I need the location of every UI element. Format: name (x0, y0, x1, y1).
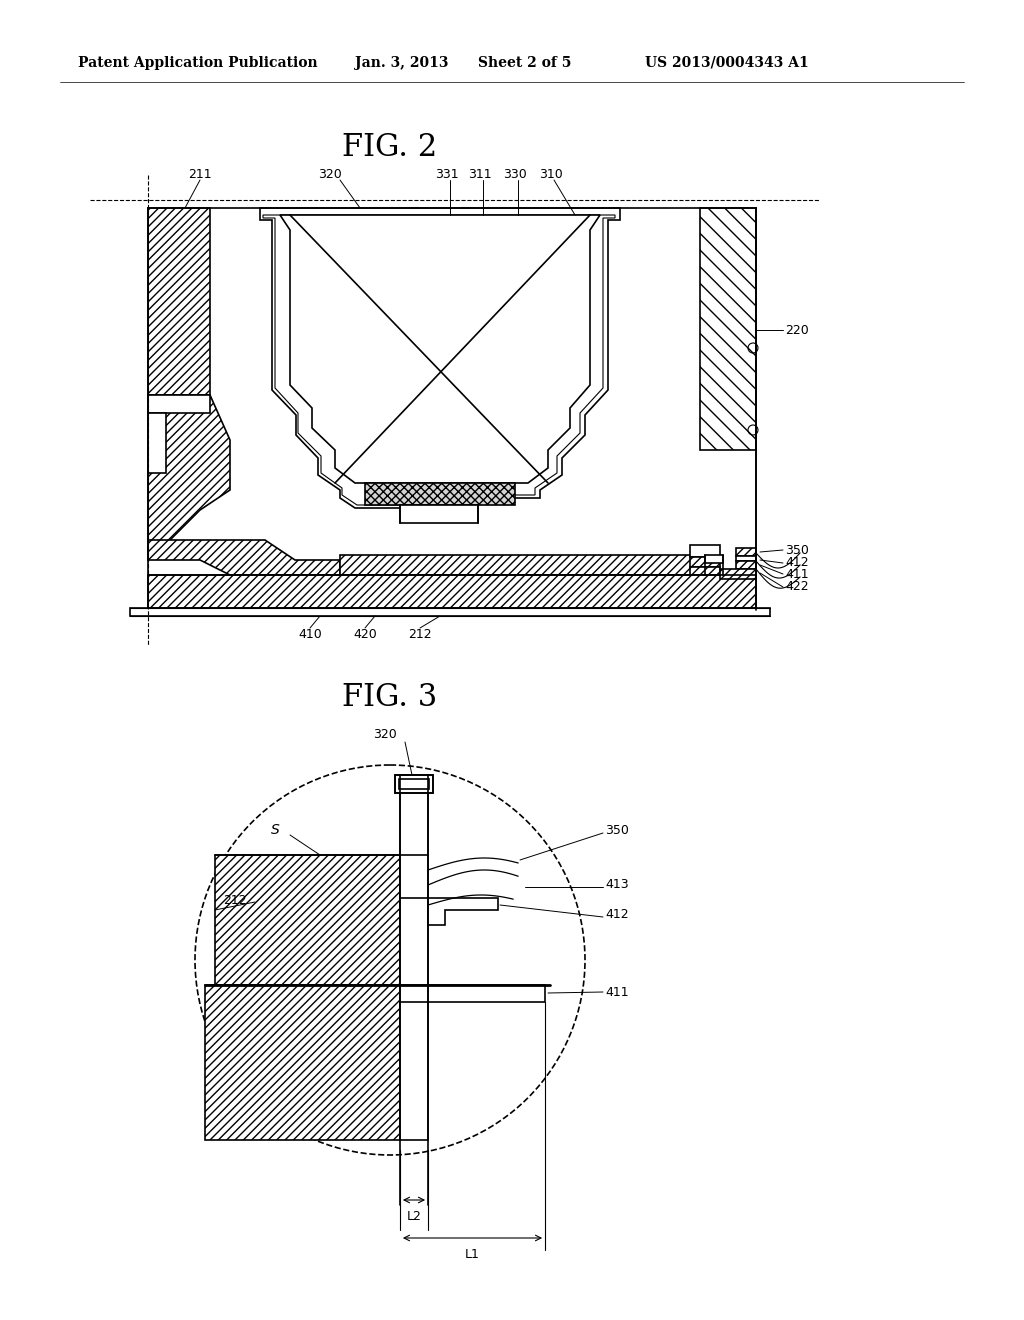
Text: 320: 320 (373, 729, 397, 742)
Text: 211: 211 (188, 168, 212, 181)
Text: US 2013/0004343 A1: US 2013/0004343 A1 (645, 55, 809, 70)
Bar (736, 548, 756, 556)
Text: S: S (270, 822, 280, 837)
Bar (705, 554, 723, 564)
Text: L1: L1 (465, 1247, 479, 1261)
Bar (130, 609, 770, 616)
Bar (399, 779, 429, 789)
Text: 412: 412 (605, 908, 629, 921)
Text: FIG. 3: FIG. 3 (342, 682, 437, 714)
Bar (690, 568, 720, 576)
Bar (400, 506, 478, 523)
Bar (400, 775, 428, 1140)
Polygon shape (260, 209, 620, 520)
Text: L2: L2 (407, 1209, 422, 1222)
Bar (736, 561, 756, 569)
Text: 212: 212 (409, 627, 432, 640)
Polygon shape (428, 898, 498, 925)
Text: 331: 331 (435, 168, 459, 181)
Text: 320: 320 (318, 168, 342, 181)
Polygon shape (148, 540, 340, 576)
Text: 411: 411 (785, 568, 809, 581)
Text: Patent Application Publication: Patent Application Publication (78, 55, 317, 70)
Text: 422: 422 (785, 581, 809, 594)
Bar (720, 569, 756, 579)
Text: FIG. 2: FIG. 2 (342, 132, 437, 164)
Polygon shape (700, 209, 756, 450)
Text: 311: 311 (468, 168, 492, 181)
Text: 413: 413 (605, 879, 629, 891)
Bar (690, 557, 720, 568)
Polygon shape (280, 215, 600, 483)
Polygon shape (148, 395, 230, 560)
Text: 411: 411 (605, 986, 629, 998)
Text: Jan. 3, 2013: Jan. 3, 2013 (355, 55, 449, 70)
Text: Sheet 2 of 5: Sheet 2 of 5 (478, 55, 571, 70)
Bar (690, 545, 720, 557)
Bar (148, 576, 756, 610)
Text: 212: 212 (223, 894, 247, 907)
Bar (395, 775, 433, 793)
Text: 350: 350 (605, 824, 629, 837)
Text: 412: 412 (785, 557, 809, 569)
Bar (148, 395, 210, 413)
Text: 310: 310 (539, 168, 563, 181)
Polygon shape (340, 554, 700, 576)
Bar (365, 483, 515, 506)
Polygon shape (215, 855, 400, 985)
Text: 420: 420 (353, 627, 377, 640)
Polygon shape (400, 985, 545, 1002)
Text: 410: 410 (298, 627, 322, 640)
Bar (148, 413, 166, 473)
Text: 350: 350 (785, 544, 809, 557)
Polygon shape (263, 215, 615, 517)
Bar (736, 556, 756, 561)
Polygon shape (205, 985, 400, 1140)
Text: 330: 330 (503, 168, 527, 181)
Text: 220: 220 (785, 323, 809, 337)
Polygon shape (148, 209, 210, 395)
